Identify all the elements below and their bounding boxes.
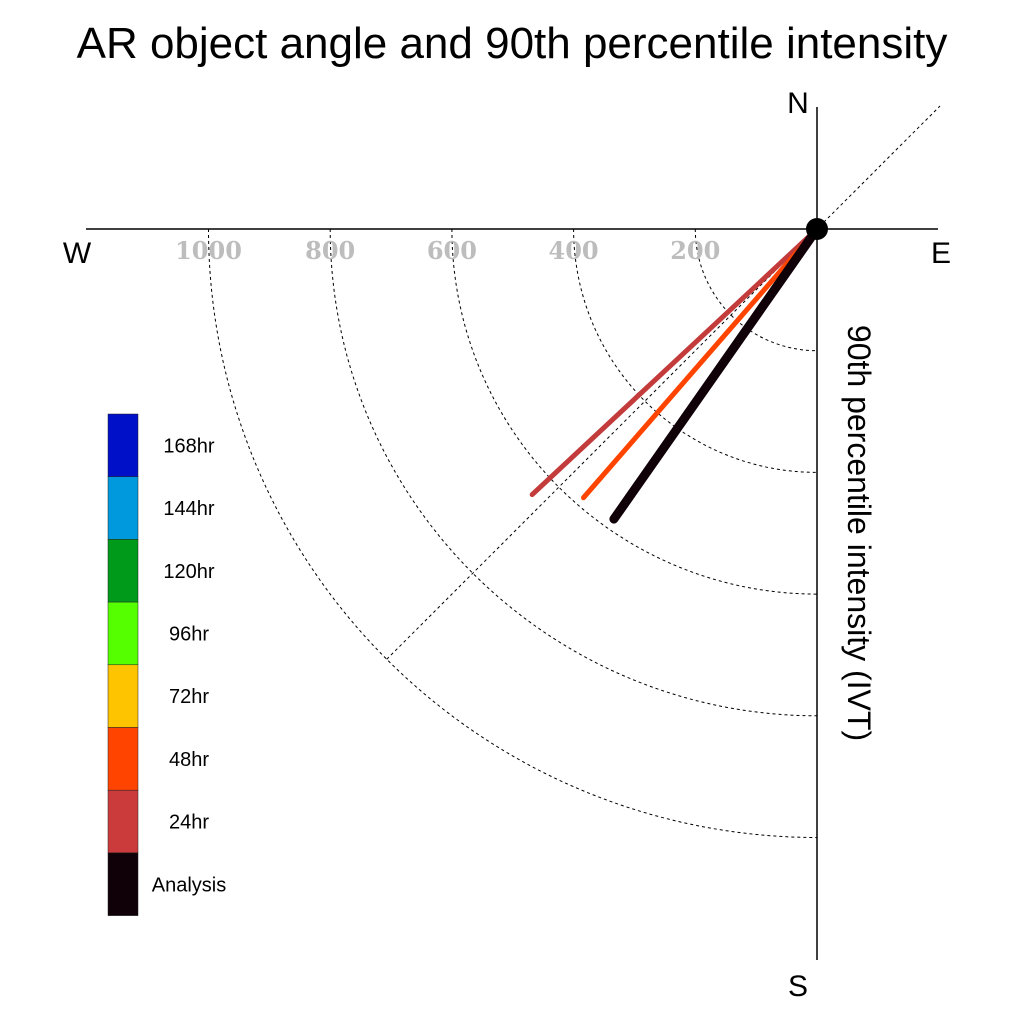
legend-swatch-analysis xyxy=(107,852,139,916)
grid-arc-600 xyxy=(451,228,818,595)
legend-label-72hr: 72hr xyxy=(169,686,209,708)
compass-west: W xyxy=(63,237,92,270)
grid-arc-400 xyxy=(573,228,818,473)
origin-marker xyxy=(806,218,828,240)
legend-label-144hr: 144hr xyxy=(163,498,214,520)
legend-label-168hr: 168hr xyxy=(163,435,214,457)
tick-label-1000: 1000 xyxy=(175,236,242,265)
radial-axis-label: 90th percentile intensity (IVT) xyxy=(841,325,877,741)
legend-swatch-96hr xyxy=(107,601,139,666)
legend-swatch-144hr xyxy=(107,476,139,540)
legend-label-analysis: Analysis xyxy=(152,874,226,896)
compass-north: N xyxy=(787,87,809,120)
tick-label-400: 400 xyxy=(549,236,599,265)
chart-title: AR object angle and 90th percentile inte… xyxy=(77,19,948,68)
legend-label-120hr: 120hr xyxy=(163,561,214,583)
legend-swatch-120hr xyxy=(107,539,139,603)
legend-label-48hr: 48hr xyxy=(169,749,209,771)
grid-arc-200 xyxy=(694,228,818,352)
series-line-analysis xyxy=(609,224,822,524)
legend-label-24hr: 24hr xyxy=(169,812,209,834)
grid-arc-800 xyxy=(329,228,818,717)
legend-label-96hr: 96hr xyxy=(169,624,209,646)
radial-tick-labels: 200 400 600 800 1000 xyxy=(175,236,720,265)
chart-grid xyxy=(208,105,941,838)
tick-label-800: 800 xyxy=(305,236,355,265)
tick-label-200: 200 xyxy=(670,236,720,265)
series-lines xyxy=(529,224,822,524)
legend-swatch-168hr xyxy=(107,413,139,477)
compass-east: E xyxy=(931,237,951,270)
series-line-24hr xyxy=(529,226,820,498)
legend: 168hr 144hr 120hr 96hr 72hr 48hr 24hr Analysis xyxy=(107,413,226,916)
legend-swatch-48hr xyxy=(107,727,139,791)
legend-swatch-24hr xyxy=(107,789,139,854)
grid-diagonal xyxy=(386,105,941,660)
grid-arc-1000 xyxy=(208,228,818,838)
tick-label-600: 600 xyxy=(427,236,477,265)
legend-swatch-72hr xyxy=(107,664,139,728)
series-line-48hr xyxy=(581,226,820,501)
compass-south: S xyxy=(788,970,808,1003)
